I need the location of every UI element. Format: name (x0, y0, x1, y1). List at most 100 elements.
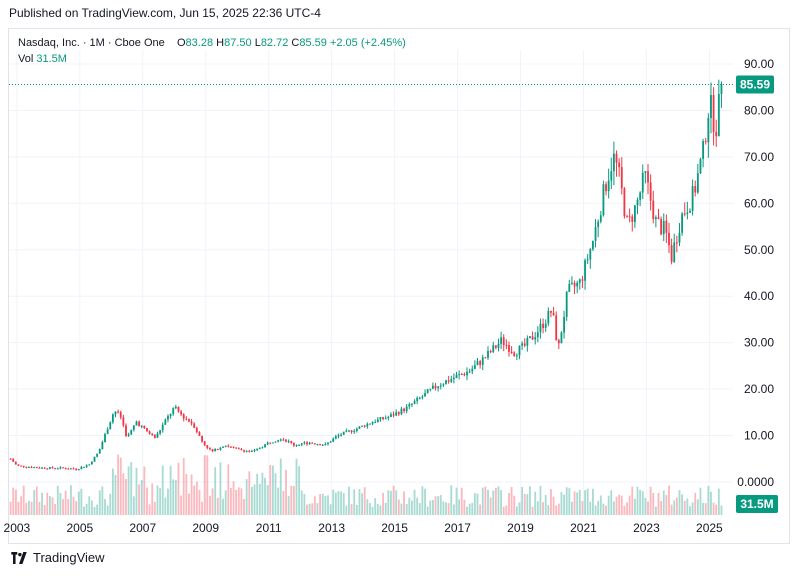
volume-bar (531, 506, 534, 515)
volume-bar (164, 497, 167, 515)
candle-body (85, 465, 88, 467)
candle-body (122, 417, 125, 426)
volume-bar (98, 490, 101, 515)
volume-bar (25, 502, 28, 515)
volume-bar (22, 485, 25, 515)
volume-bar (235, 489, 238, 515)
candle-body (670, 245, 673, 262)
candle-body (392, 414, 395, 416)
volume-bar (156, 485, 159, 515)
volume-bar (258, 483, 261, 515)
volume-bar (96, 504, 99, 515)
candle-body (292, 442, 295, 446)
volume-bar (392, 485, 395, 515)
volume-bar (623, 505, 626, 515)
candle-body (547, 310, 550, 324)
candle-body (146, 428, 148, 432)
volume-bar (704, 503, 707, 515)
candle-body (594, 227, 597, 241)
candle-body (379, 417, 382, 420)
volume-bar (702, 502, 705, 515)
volume-bar (143, 466, 146, 515)
candle-body (303, 442, 306, 444)
volume-bar (589, 501, 592, 515)
candle-body (140, 425, 143, 427)
volume-bar (111, 468, 114, 515)
volume-bar (641, 491, 644, 515)
candle-body (342, 431, 345, 435)
volume-bar (35, 486, 38, 515)
volume-bar (473, 493, 476, 515)
candle-body (508, 345, 510, 352)
time-tick-label: 2019 (507, 521, 534, 535)
legend-symbol[interactable]: Nasdaq, Inc. · 1M · Cboe One (18, 37, 165, 49)
volume-bar (429, 500, 432, 515)
candle-body (416, 397, 419, 402)
candle-body (641, 172, 644, 193)
volume-bar (332, 489, 335, 515)
candle-body (62, 467, 64, 469)
volume-bar (452, 504, 455, 515)
volume-bar (340, 491, 343, 515)
candle-body (9, 458, 12, 460)
candle-body (644, 171, 647, 173)
volume-bar (686, 498, 689, 515)
volume-bar (77, 491, 80, 515)
candle-body (571, 282, 573, 284)
volume-bar (277, 487, 280, 515)
volume-bar (54, 504, 57, 515)
volume-bar (416, 497, 419, 515)
volume-bar (237, 487, 240, 515)
candle-body (38, 467, 41, 469)
volume-bar (500, 490, 503, 515)
last-price-label: 85.59 (740, 77, 770, 91)
volume-bar (264, 477, 266, 515)
candle-body (345, 430, 348, 432)
candle-body (64, 467, 67, 469)
volume-bar (484, 486, 487, 515)
candle-body (620, 167, 623, 189)
volume-bar (69, 485, 72, 515)
volume-bar (418, 503, 421, 515)
volume-bar (153, 501, 156, 515)
candle-body (135, 421, 138, 426)
volume-bar (670, 504, 673, 515)
candle-body (216, 449, 219, 451)
candle-body (363, 425, 366, 427)
volume-bar (612, 501, 615, 515)
chart-frame[interactable] (8, 28, 790, 544)
candle-body (269, 442, 272, 444)
legend-vol-label[interactable]: Vol (18, 53, 34, 65)
volume-bar (405, 504, 408, 515)
candle-body (358, 426, 361, 429)
candle-body (704, 141, 707, 143)
candle-body (125, 425, 127, 436)
volume-bar (75, 501, 78, 515)
volume-bar (683, 500, 686, 515)
candle-body (348, 430, 350, 432)
volume-bar (369, 503, 371, 515)
volume-bar (224, 490, 227, 515)
candle-body (584, 260, 586, 281)
volume-bar (411, 500, 413, 515)
candle-body (502, 337, 505, 345)
candle-body (476, 361, 479, 366)
volume-bar (555, 505, 558, 515)
volume-bar (523, 493, 526, 515)
candle-body (282, 439, 285, 441)
volume-bar (345, 505, 348, 515)
legend-close-label: C (291, 37, 300, 49)
candle-body (536, 332, 539, 338)
candle-body (316, 444, 319, 446)
candle-body (17, 464, 20, 466)
legend-high-label: H (216, 37, 225, 49)
candle-body (673, 242, 676, 262)
volume-bar (161, 465, 164, 515)
volume-bar (348, 486, 350, 515)
candle-body (487, 351, 489, 358)
tradingview-footer[interactable]: TradingView (10, 550, 105, 565)
volume-bar (311, 503, 314, 515)
candle-body (67, 468, 70, 470)
volume-bar (431, 500, 434, 515)
